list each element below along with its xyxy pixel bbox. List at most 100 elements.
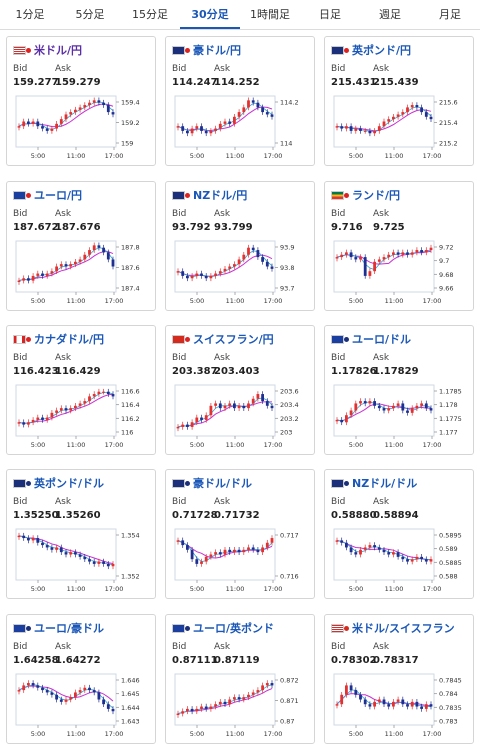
ask-value: 0.71732	[214, 510, 260, 521]
candle-body	[22, 121, 26, 127]
candle-body	[69, 552, 73, 555]
candle-body	[410, 408, 414, 413]
tab-5[interactable]: 日足	[319, 8, 341, 21]
candle-body	[190, 549, 194, 560]
candle-body	[17, 535, 21, 538]
y-tick-label: 114.2	[280, 99, 299, 107]
bid-value: 159.277	[13, 77, 59, 88]
candle-body	[97, 561, 101, 564]
tab-4[interactable]: 1時間足	[250, 8, 290, 21]
candle-body	[78, 690, 82, 693]
pair-title[interactable]: カナダドル/円	[34, 333, 105, 346]
chart-svg: 0.7845 0.784 0.7835 0.783 5:00 11:00 17:00	[333, 673, 462, 738]
candle-body	[190, 708, 194, 712]
card-header: 豪ドル/ドル	[172, 476, 252, 490]
rate-card[interactable]: 英ポンド/ドル Bid Ask 1.35250 1.35260 1.354 1.352 5:0…	[6, 469, 156, 599]
chart-svg: 0.872 0.871 0.87 5:00 11:00 17:00	[174, 673, 299, 738]
y-tick-label: 0.5895	[439, 532, 462, 540]
pair-title[interactable]: 英ポンド/ドル	[34, 477, 105, 490]
pair-title[interactable]: ユーロ/円	[34, 189, 83, 202]
rate-card[interactable]: 米ドル/スイスフラン Bid Ask 0.78302 0.78317 0.7845 0.78…	[324, 614, 474, 744]
pair-title[interactable]: 豪ドル/円	[193, 44, 242, 57]
bid-value: 1.35250	[13, 510, 59, 521]
candle-body	[27, 121, 30, 124]
pair-title[interactable]: 米ドル/円	[34, 44, 83, 57]
candle-body	[424, 403, 428, 409]
tab-0[interactable]: 1分足	[15, 8, 45, 21]
x-tick-label: 5:00	[190, 152, 205, 160]
candle-body	[387, 408, 391, 411]
mini-candle-chart: 1.646 1.645 1.644 1.643 5:00 11:00 17:00	[12, 671, 152, 739]
pair-title[interactable]: 英ポンド/円	[352, 44, 412, 57]
pair-title[interactable]: スイスフラン/円	[193, 333, 274, 346]
rate-card[interactable]: 豪ドル/ドル Bid Ask 0.71728 0.71732 0.717 0.716 5:00…	[165, 469, 315, 599]
bid-label: Bid	[172, 209, 187, 219]
pair-title[interactable]: NZドル/ドル	[352, 477, 418, 490]
candle-body	[373, 130, 376, 134]
candle-body	[97, 245, 101, 248]
tab-3[interactable]: 30分足	[180, 0, 240, 29]
plot-frame	[174, 95, 276, 148]
rate-card[interactable]: 英ポンド/円 Bid Ask 215.431 215.439 215.6 215.4 215.…	[324, 36, 474, 166]
y-tick-label: 9.68	[439, 271, 453, 279]
rate-card[interactable]: ユーロ/円 Bid Ask 187.672 187.676 187.8 187.6 187.4…	[6, 181, 156, 311]
mini-candle-chart: 1.1785 1.178 1.1775 1.177 5:00 11:00 17:00	[330, 382, 470, 450]
tab-2[interactable]: 15分足	[132, 8, 168, 21]
y-tick-label: 1.1775	[439, 415, 462, 423]
pair-title[interactable]: 豪ドル/ドル	[193, 477, 253, 490]
candle-body	[242, 254, 246, 260]
rate-card[interactable]: NZドル/円 Bid Ask 93.792 93.799 93.9 93.8 93.7 5:00…	[165, 181, 315, 311]
rate-card[interactable]: ユーロ/英ポンド Bid Ask 0.87111 0.87119 0.872 0.871 0.…	[165, 614, 315, 744]
bid-value: 0.87111	[172, 655, 218, 666]
plot-frame	[333, 95, 435, 148]
ask-label: Ask	[55, 209, 72, 219]
tab-1[interactable]: 5分足	[75, 8, 105, 21]
rate-card[interactable]: 豪ドル/円 Bid Ask 114.247 114.252 114.2 114 5:00 11:…	[165, 36, 315, 166]
candle-body	[265, 401, 269, 406]
pair-title[interactable]: ランド/円	[352, 189, 401, 202]
tab-6[interactable]: 週足	[379, 8, 401, 21]
ask-value: 187.676	[55, 222, 101, 233]
candle-body	[83, 105, 87, 108]
candle-body	[410, 559, 414, 562]
y-tick-label: 116	[121, 429, 133, 437]
x-tick-label: 17:00	[105, 441, 124, 449]
candle-body	[415, 701, 419, 707]
candle-body	[233, 697, 236, 700]
pair-title[interactable]: 米ドル/スイスフラン	[352, 622, 455, 635]
rate-card[interactable]: スイスフラン/円 Bid Ask 203.387 203.403 203.6 203.4 20…	[165, 325, 315, 455]
rate-card[interactable]: カナダドル/円 Bid Ask 116.423 116.429 116.6 116.4 116…	[6, 325, 156, 455]
ask-label: Ask	[373, 642, 390, 652]
candle-body	[200, 561, 203, 564]
x-tick-label: 17:00	[423, 441, 442, 449]
ask-value: 93.799	[214, 222, 253, 233]
candle-body	[420, 107, 423, 113]
pair-title[interactable]: NZドル/円	[193, 189, 248, 202]
chart-svg: 203.6 203.4 203.2 203 5:00 11:00 17:00	[174, 384, 299, 449]
candle-body	[387, 119, 391, 122]
currency-flag-icon	[331, 190, 349, 200]
candle-body	[22, 535, 26, 539]
candle-body	[83, 401, 87, 404]
x-tick-label: 17:00	[264, 730, 283, 738]
candle-body	[78, 107, 82, 110]
candle-body	[392, 552, 395, 555]
candle-body	[88, 250, 91, 255]
candle-body	[401, 699, 405, 705]
pair-title[interactable]: ユーロ/英ポンド	[193, 622, 275, 635]
candle-body	[363, 699, 367, 705]
rate-card[interactable]: ユーロ/豪ドル Bid Ask 1.64258 1.64272 1.646 1.645 1.6…	[6, 614, 156, 744]
moving-average-line	[18, 251, 114, 282]
mini-candle-chart: 0.7845 0.784 0.7835 0.783 5:00 11:00 17:00	[330, 671, 470, 739]
pair-title[interactable]: ユーロ/ドル	[352, 333, 412, 346]
candle-body	[214, 403, 217, 406]
pair-title[interactable]: ユーロ/豪ドル	[34, 622, 105, 635]
plot-frame	[15, 384, 117, 437]
rate-card[interactable]: 米ドル/円 Bid Ask 159.277 159.279 159.4 159.2 159 5:…	[6, 36, 156, 166]
rate-card[interactable]: NZドル/ドル Bid Ask 0.58880 0.58894 0.5895 0.589 0.…	[324, 469, 474, 599]
rate-card[interactable]: ランド/円 Bid Ask 9.716 9.725 9.72 9.7 9.68 9.66 5:00…	[324, 181, 474, 311]
candle-body	[233, 264, 236, 267]
tab-7[interactable]: 月足	[439, 8, 461, 21]
ask-label: Ask	[55, 353, 72, 363]
rate-card[interactable]: ユーロ/ドル Bid Ask 1.17826 1.17829 1.1785 1.178 1.1…	[324, 325, 474, 455]
